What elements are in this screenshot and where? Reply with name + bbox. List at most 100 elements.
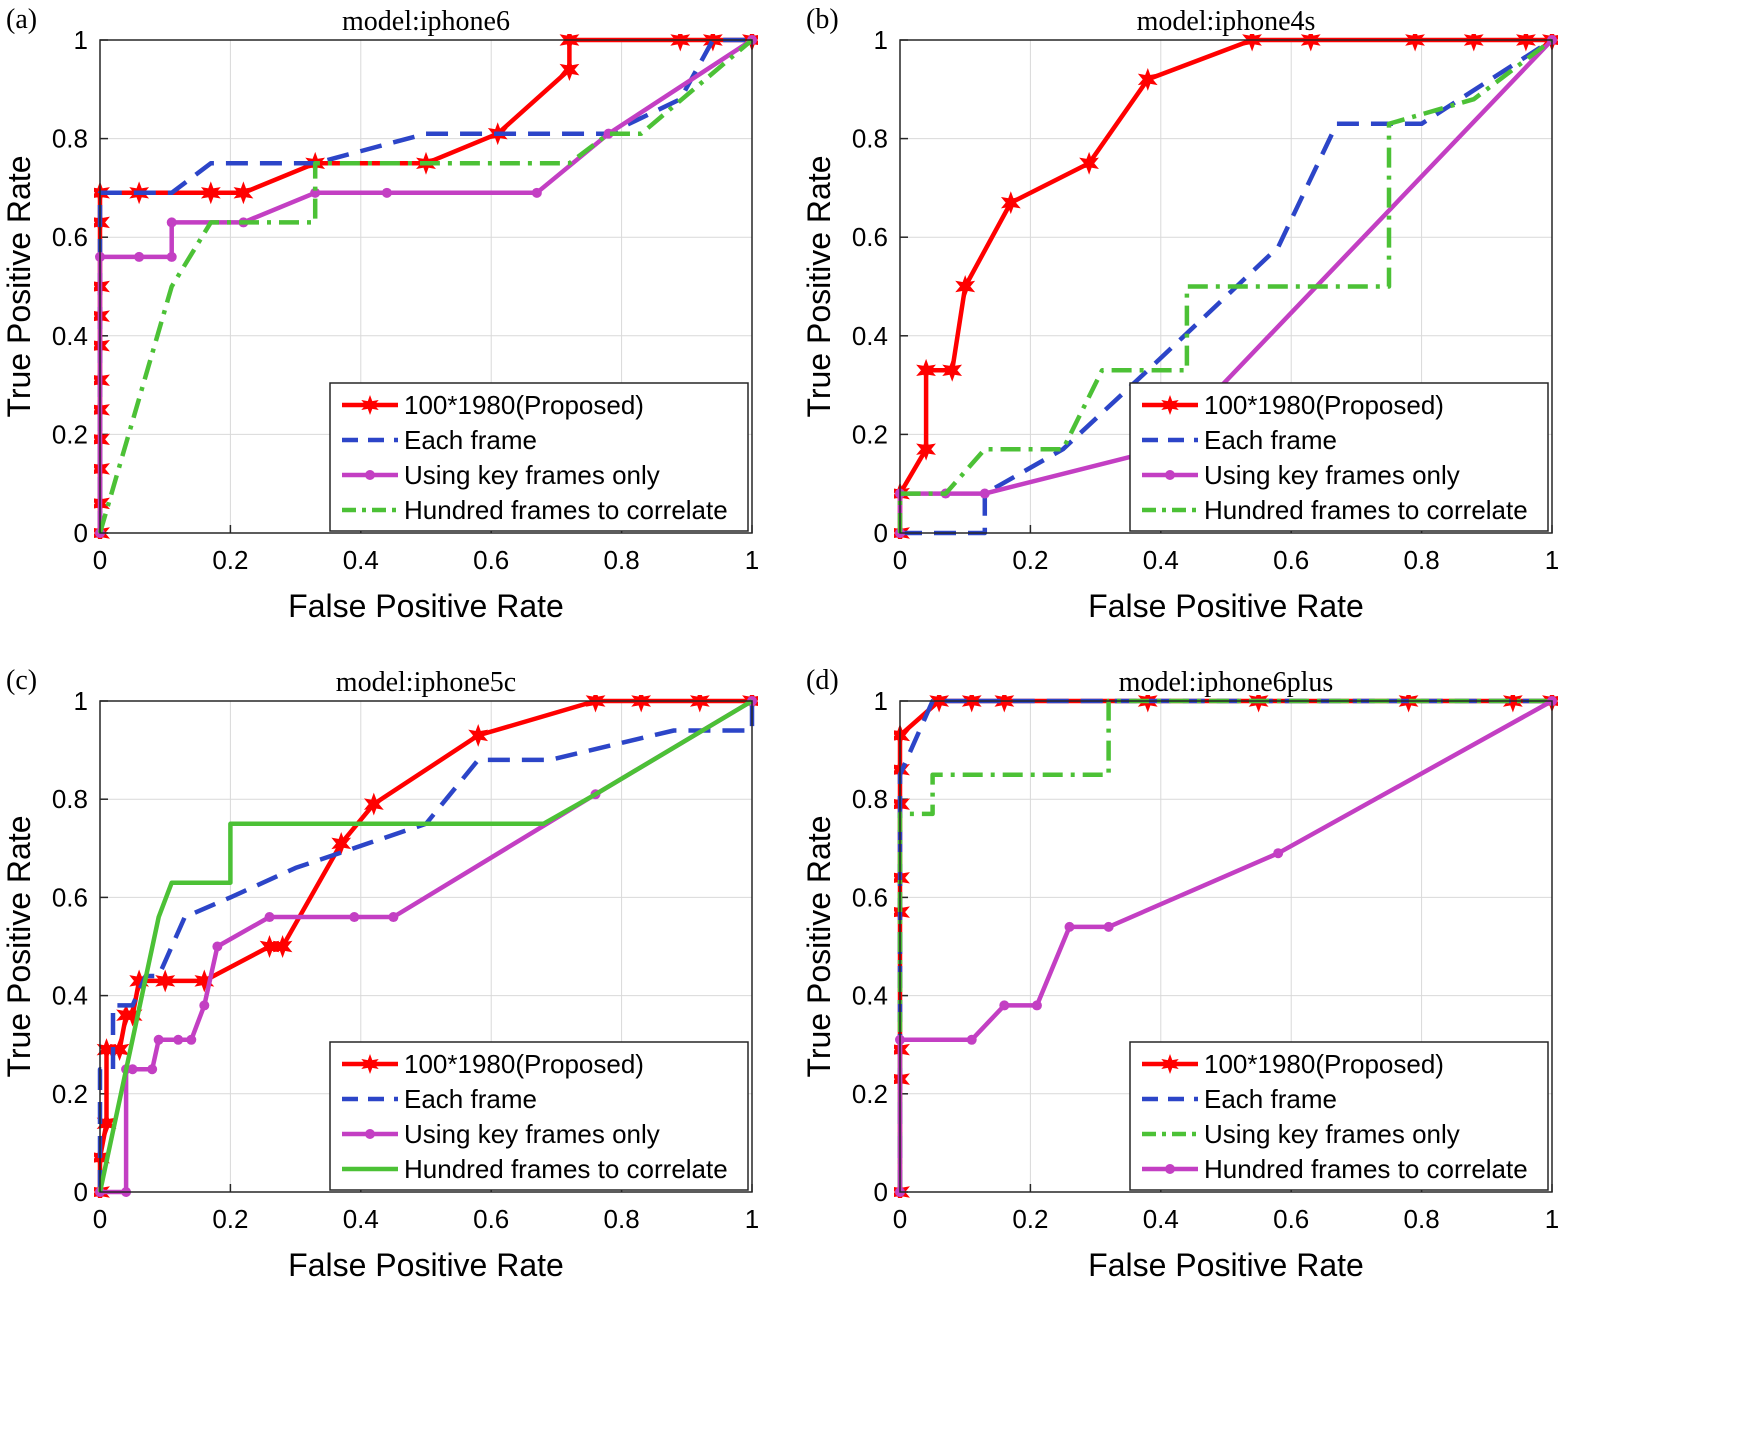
data-point-dot [127, 1064, 138, 1075]
legend-label: 100*1980(Proposed) [404, 1049, 644, 1079]
legend-label: 100*1980(Proposed) [404, 390, 644, 420]
data-point-dot [1064, 921, 1075, 932]
data-point-star [363, 792, 384, 816]
data-point-star [1463, 34, 1484, 52]
x-tick-label: 0 [893, 1204, 907, 1234]
data-point-dot [388, 912, 399, 923]
legend-label: 100*1980(Proposed) [1204, 1049, 1444, 1079]
legend-label: Using key frames only [1204, 1119, 1460, 1149]
data-point-dot [999, 1000, 1010, 1011]
x-tick-label: 0.4 [1143, 545, 1179, 575]
data-point-star [468, 723, 489, 747]
legend-marker-dot [1165, 1164, 1175, 1174]
data-point-dot [966, 1034, 977, 1045]
data-point-star [1079, 151, 1099, 175]
data-point-dot [979, 488, 990, 499]
y-tick-label: 0.6 [852, 222, 888, 252]
data-point-star [585, 695, 606, 713]
data-point-star [96, 1038, 117, 1062]
data-point-dot [349, 912, 360, 923]
y-tick-label: 0.6 [852, 882, 888, 912]
y-tick-label: 0 [874, 518, 888, 548]
chart-title: model:iphone6plus [1119, 667, 1334, 698]
y-tick-label: 0.4 [852, 981, 888, 1011]
data-point-dot [212, 941, 223, 952]
legend: 100*1980(Proposed) Each frame Using key fr… [1129, 382, 1549, 532]
x-tick-label: 0.8 [604, 1204, 640, 1234]
y-tick-label: 0.2 [52, 419, 88, 449]
data-point-star [233, 181, 254, 205]
legend-label: 100*1980(Proposed) [1204, 390, 1444, 420]
data-point-star [1242, 34, 1262, 52]
x-axis-label: False Positive Rate [1088, 1247, 1364, 1283]
data-point-dot [1031, 1000, 1042, 1011]
legend-marker-dot [1165, 470, 1175, 480]
y-tick-label: 0.4 [52, 981, 88, 1011]
legend-marker-star [1161, 1054, 1179, 1074]
data-point-star [670, 34, 691, 52]
y-tick-label: 0.6 [52, 882, 88, 912]
x-tick-label: 0.6 [473, 545, 509, 575]
y-tick-label: 0.2 [852, 419, 888, 449]
legend-label: Each frame [404, 425, 537, 455]
data-point-dot [381, 187, 392, 198]
y-tick-label: 0 [74, 518, 88, 548]
data-point-star [272, 935, 293, 958]
x-tick-label: 0.2 [1012, 1204, 1048, 1234]
legend-label: Hundred frames to correlate [404, 495, 728, 525]
legend-label: Each frame [1204, 1084, 1337, 1114]
x-tick-label: 0.2 [212, 1204, 248, 1234]
y-tick-label: 1 [74, 25, 88, 55]
data-point-star [689, 695, 710, 713]
data-point-dot [153, 1034, 164, 1045]
x-tick-label: 0 [93, 545, 107, 575]
data-point-star [122, 1003, 143, 1027]
data-point-star [1405, 34, 1425, 52]
y-axis-label: True Positive Rate [801, 815, 837, 1077]
x-tick-label: 0.2 [212, 545, 248, 575]
data-point-star [955, 275, 976, 298]
legend-label: Using key frames only [404, 1119, 660, 1149]
legend: 100*1980(Proposed) Each frame Using key fr… [329, 382, 749, 532]
data-point-dot [166, 251, 177, 262]
data-point-star [259, 935, 280, 958]
y-tick-label: 0 [874, 1177, 888, 1207]
x-tick-label: 0.8 [604, 545, 640, 575]
data-point-star [559, 34, 580, 52]
data-point-star [631, 695, 652, 713]
legend-box [329, 1041, 749, 1191]
x-tick-label: 1 [745, 545, 759, 575]
legend-label: Hundred frames to correlate [404, 1154, 728, 1184]
data-point-star [109, 1038, 130, 1062]
x-tick-label: 0.6 [1273, 545, 1309, 575]
chart-panel: 0 0.2 0.4 0.6 0.8 1 0 0.2 0.4 0.6 0.8 1 model:iphone… [1, 4, 759, 624]
data-point-star [155, 969, 176, 993]
data-point-dot [310, 187, 321, 198]
data-point-dot [264, 912, 275, 923]
series-line [97, 699, 754, 1193]
axes-frame [899, 39, 1553, 534]
data-point-star [331, 831, 352, 855]
legend-label: Using key frames only [404, 460, 660, 490]
data-point-dot [1103, 921, 1114, 932]
panel-label: (c) [6, 665, 37, 696]
y-tick-label: 1 [874, 686, 888, 716]
data-point-dot [134, 251, 145, 262]
y-tick-label: 0.2 [852, 1079, 888, 1109]
y-tick-label: 0.8 [852, 784, 888, 814]
data-point-star [929, 695, 950, 713]
legend-box [1129, 382, 1549, 532]
legend-marker-star [361, 1054, 379, 1074]
legend-label: Hundred frames to correlate [1204, 1154, 1528, 1184]
y-tick-label: 0.6 [52, 222, 88, 252]
y-tick-label: 0.2 [52, 1079, 88, 1109]
x-tick-label: 0.4 [343, 545, 379, 575]
panel-label: (b) [806, 4, 839, 35]
y-tick-label: 0.8 [52, 124, 88, 154]
x-axis-label: False Positive Rate [288, 1247, 564, 1283]
x-tick-label: 0.6 [473, 1204, 509, 1234]
y-tick-label: 0.4 [852, 321, 888, 351]
data-point-dot [147, 1064, 158, 1075]
x-tick-label: 0.4 [343, 1204, 379, 1234]
axes-frame [899, 700, 1553, 1193]
